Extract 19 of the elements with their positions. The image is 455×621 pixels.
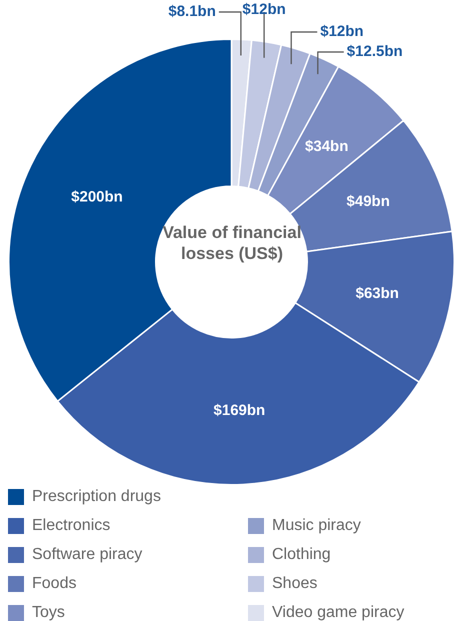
legend-label: Toys	[32, 604, 65, 621]
data-label: $12bn	[320, 23, 364, 40]
text: Value of financial losses (US$)	[162, 222, 302, 264]
data-label: $12.5bn	[346, 43, 403, 60]
legend-label: Software piracy	[32, 546, 142, 564]
legend-label: Foods	[32, 574, 76, 592]
legend-label: Video game piracy	[272, 604, 404, 621]
data-label: $49bn	[346, 193, 390, 210]
data-label: $12bn	[242, 1, 286, 18]
data-label: $34bn	[305, 138, 348, 156]
legend-label: Prescription drugs	[32, 488, 161, 506]
data-label: $63bn	[356, 285, 399, 302]
data-label: $169bn	[214, 402, 266, 420]
data-label: $8.1bn	[168, 3, 216, 20]
legend-label: Electronics	[32, 516, 110, 534]
legend-label: Shoes	[272, 574, 318, 592]
legend-label: Music piracy	[272, 516, 361, 534]
legend-label: Clothing	[272, 546, 331, 564]
data-label: $200bn	[71, 188, 123, 206]
